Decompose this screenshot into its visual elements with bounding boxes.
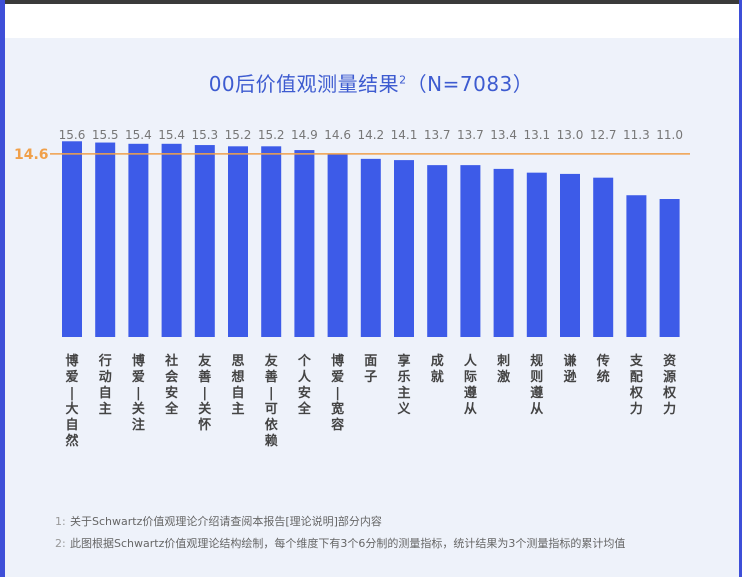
category-label-0: 博爱|大自然 — [65, 353, 78, 449]
value-label-11: 13.7 — [424, 128, 451, 142]
bar-15 — [560, 173, 580, 337]
bar-12 — [460, 165, 481, 337]
bar-17 — [626, 195, 647, 337]
category-label-14: 规则遵从 — [530, 354, 544, 417]
bar-8 — [327, 153, 348, 337]
category-label-12: 人际遵从 — [464, 353, 478, 417]
left-border — [0, 0, 5, 577]
bar-6 — [261, 146, 282, 337]
value-label-3: 15.4 — [158, 128, 185, 142]
category-label-17: 支配权力 — [629, 353, 644, 417]
chart-title: 00后价值观测量结果2（N=7083） — [0, 68, 742, 97]
category-label-7: 个人安全 — [297, 353, 312, 417]
right-border — [739, 0, 742, 577]
value-label-17: 11.3 — [623, 128, 650, 142]
chart-title-suffix: （N=7083） — [406, 72, 534, 96]
footnote-2-number: 2: — [55, 537, 66, 550]
category-label-18: 资源权力 — [662, 353, 677, 417]
category-label-13: 刺激 — [497, 353, 511, 385]
category-label-11: 成就 — [431, 353, 444, 385]
category-label-4: 友善|关怀 — [198, 353, 211, 433]
category-label-16: 传统 — [596, 353, 610, 385]
value-label-4: 15.3 — [191, 128, 218, 142]
value-label-15: 13.0 — [557, 128, 584, 142]
category-label-9: 面子 — [364, 354, 377, 385]
footnote-1: 1: 关于Schwartz价值观理论介绍请查阅本报告[理论说明]部分内容 — [55, 511, 625, 533]
value-label-6: 15.2 — [258, 128, 285, 142]
value-label-1: 15.5 — [92, 128, 119, 142]
category-label-5: 思想自主 — [231, 354, 244, 417]
reference-line-label: 14.6 — [14, 147, 49, 163]
value-label-5: 15.2 — [225, 128, 252, 142]
value-label-0: 15.6 — [59, 128, 86, 142]
window-top-bar — [0, 0, 742, 4]
value-label-8: 14.6 — [324, 128, 351, 142]
chart-title-footnote: 2 — [399, 73, 407, 87]
value-label-14: 13.1 — [523, 128, 550, 142]
value-label-12: 13.7 — [457, 128, 484, 142]
bar-10 — [394, 160, 414, 337]
bar-18 — [659, 199, 680, 337]
bar-7 — [294, 150, 315, 337]
bar-11 — [427, 165, 448, 337]
bar-0 — [62, 141, 82, 337]
category-label-8: 博爱|宽容 — [330, 353, 344, 433]
value-label-7: 14.9 — [291, 128, 318, 142]
value-label-18: 11.0 — [656, 128, 683, 142]
value-label-10: 14.1 — [391, 128, 418, 142]
value-label-16: 12.7 — [590, 128, 617, 142]
footnote-1-number: 1: — [55, 515, 66, 528]
category-label-15: 谦逊 — [563, 353, 576, 385]
footnote-2-text: 此图根据Schwartz价值观理论结构绘制，每个维度下有3个6分制的测量指标，统… — [70, 537, 626, 550]
category-label-10: 享乐主义 — [397, 353, 411, 417]
value-label-9: 14.2 — [357, 128, 384, 142]
chart-title-text: 00后价值观测量结果 — [208, 72, 400, 96]
bar-16 — [593, 177, 614, 337]
category-label-2: 博爱|关注 — [132, 353, 145, 433]
footnotes: 1: 关于Schwartz价值观理论介绍请查阅本报告[理论说明]部分内容 2: 此图… — [55, 511, 625, 555]
footnote-1-text: 关于Schwartz价值观理论介绍请查阅本报告[理论说明]部分内容 — [70, 515, 382, 528]
bar-5 — [228, 146, 248, 337]
bar-13 — [493, 168, 514, 337]
category-label-1: 行动自主 — [98, 353, 112, 417]
bar-3 — [161, 143, 182, 337]
category-label-6: 友善|可依赖 — [265, 353, 279, 449]
category-label-3: 社会安全 — [164, 353, 179, 417]
bar-2 — [128, 143, 149, 337]
bar-14 — [526, 172, 547, 337]
bar-1 — [95, 142, 116, 337]
bar-4 — [194, 145, 215, 337]
value-label-2: 15.4 — [125, 128, 152, 142]
bar-9 — [360, 158, 381, 337]
footnote-2: 2: 此图根据Schwartz价值观理论结构绘制，每个维度下有3个6分制的测量指标… — [55, 533, 625, 555]
value-label-13: 13.4 — [490, 128, 517, 142]
